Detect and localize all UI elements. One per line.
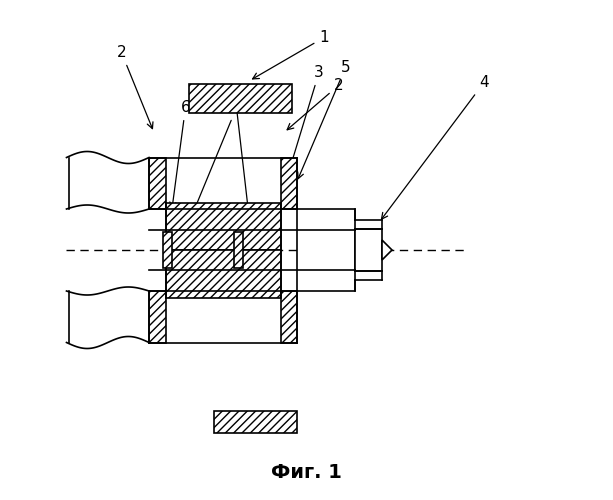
Text: 7: 7 bbox=[192, 100, 242, 212]
Bar bbox=[281, 158, 297, 209]
Bar bbox=[149, 291, 166, 343]
Bar bbox=[214, 411, 297, 432]
Text: Фиг. 1: Фиг. 1 bbox=[271, 463, 342, 482]
Bar bbox=[189, 84, 292, 112]
Text: 6: 6 bbox=[170, 100, 191, 208]
Bar bbox=[149, 158, 166, 209]
Polygon shape bbox=[382, 240, 392, 260]
Text: 1: 1 bbox=[253, 30, 329, 79]
Bar bbox=[297, 209, 354, 291]
Text: 3: 3 bbox=[283, 65, 324, 188]
Text: 4: 4 bbox=[381, 75, 489, 219]
Text: 2: 2 bbox=[287, 78, 344, 130]
Bar bbox=[281, 291, 297, 343]
Bar bbox=[166, 250, 281, 298]
Bar bbox=[166, 202, 281, 250]
Text: 5: 5 bbox=[298, 60, 350, 178]
Bar bbox=[163, 232, 172, 268]
Bar bbox=[354, 229, 382, 271]
Bar bbox=[234, 232, 243, 268]
Text: 2: 2 bbox=[116, 45, 153, 128]
